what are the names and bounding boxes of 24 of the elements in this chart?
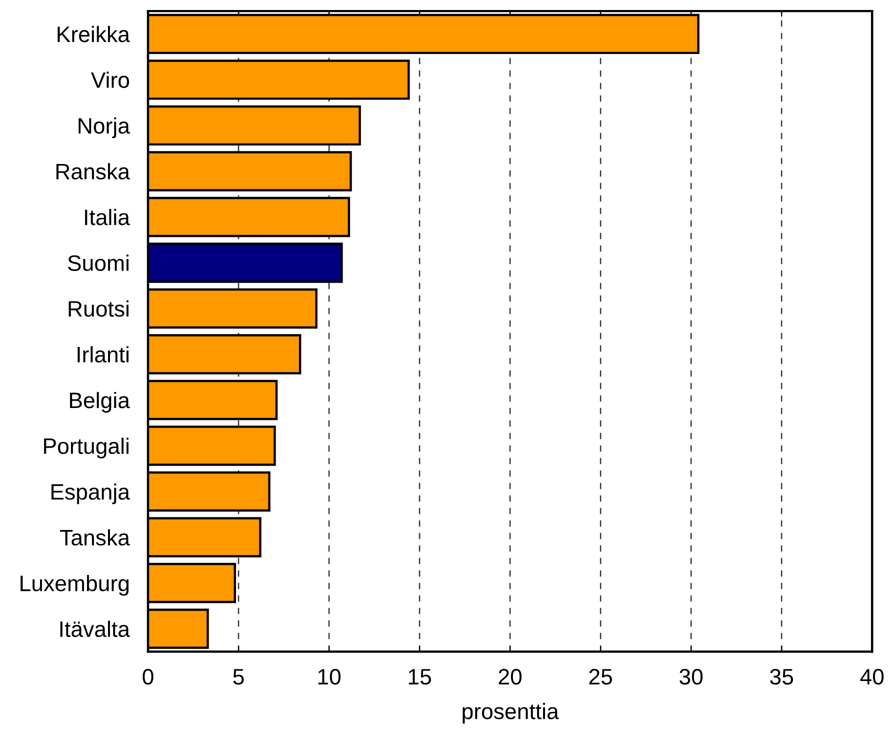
y-tick-label: Italia (85, 208, 130, 226)
x-tick-label: 5 (233, 669, 244, 685)
x-axis-title: prosenttia (462, 702, 559, 724)
x-tick-label: 15 (408, 669, 431, 685)
y-tick-label: Viro (90, 72, 130, 88)
y-tick-label: Kreikka (58, 26, 130, 42)
y-tick-label: Espanja (51, 483, 130, 504)
y-tick-label: Ranska (56, 163, 130, 180)
x-tick-label: 30 (680, 668, 703, 685)
x-tick-label: 0 (142, 668, 154, 685)
y-tick-label: Itävalta (60, 620, 130, 638)
x-tick-label: 10 (318, 668, 341, 685)
y-tick-label: Tanska (60, 529, 130, 546)
x-tick-label: 25 (589, 668, 612, 685)
y-tick-label: Luxemburg (20, 574, 129, 596)
y-tick-label: Portugali (44, 438, 128, 458)
x-tick-label: 35 (770, 668, 794, 685)
y-tick-label: Suomi (68, 254, 128, 271)
x-tick-label: 20 (498, 668, 522, 685)
y-tick-label: Belgia (70, 392, 130, 413)
y-tick-label: Irlanti (78, 346, 128, 363)
y-tick-label: Norja (78, 117, 130, 138)
x-tick-label: 40 (860, 668, 884, 685)
y-tick-label: Ruotsi (68, 300, 128, 317)
